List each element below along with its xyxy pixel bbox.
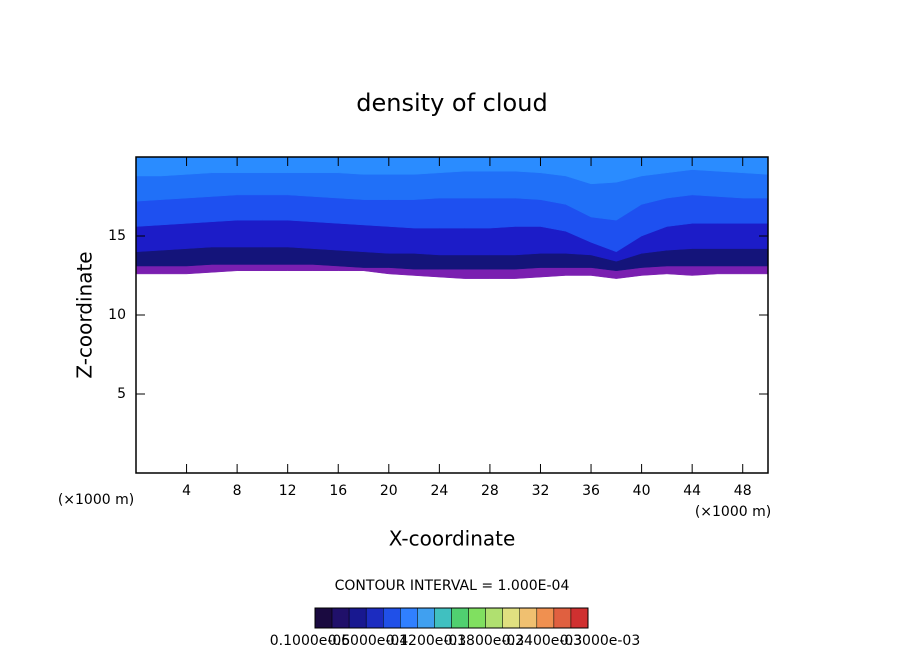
colorbar-swatch: [417, 607, 435, 629]
x-tick-label: 24: [430, 483, 448, 499]
x-tick-label: 12: [279, 483, 297, 499]
colorbar-swatch: [434, 607, 452, 629]
x-tick-label: 28: [481, 483, 499, 499]
colorbar-label: 0.6000e-04: [328, 633, 409, 649]
colorbar-label: 0.1200e-03: [386, 633, 466, 649]
colorbar-swatch: [468, 607, 486, 629]
x-tick-label: 40: [633, 483, 651, 499]
x-unit-right: (×1000 m): [695, 504, 771, 520]
x-tick-label: 32: [532, 483, 550, 499]
annotation: CONTOUR INTERVAL = 1.000E-04: [335, 578, 570, 594]
x-unit-left: (×1000 m): [58, 492, 134, 508]
colorbar-swatch: [400, 607, 418, 629]
colorbar-swatch: [536, 607, 555, 629]
y-tick-label: 10: [108, 307, 126, 323]
colorbar-swatch: [519, 607, 538, 629]
x-tick-label: 20: [380, 483, 398, 499]
colorbar-label: 0.1000e-05: [270, 633, 350, 649]
chart-title: density of cloud: [356, 89, 547, 117]
x-tick-label: 4: [182, 483, 191, 499]
x-tick-label: 36: [582, 483, 600, 499]
colorbar-swatch: [331, 607, 350, 629]
colorbar-label: 0.1800e-03: [444, 633, 524, 649]
colorbar-label: 0.3000e-03: [560, 633, 640, 649]
x-tick-label: 48: [734, 483, 752, 499]
colorbar-swatch: [553, 607, 572, 629]
x-tick-label: 16: [329, 483, 347, 499]
colorbar-swatch: [485, 607, 503, 629]
y-tick-label: 15: [108, 228, 126, 244]
colorbar-swatch: [451, 607, 469, 629]
colorbar-label: 0.2400e-03: [502, 633, 582, 649]
y-tick-label: 5: [117, 386, 126, 402]
colorbar-swatch: [314, 607, 333, 629]
x-axis-label: X-coordinate: [389, 527, 516, 551]
x-tick-label: 8: [233, 483, 242, 499]
colorbar-frame: [314, 607, 589, 629]
colorbar-swatch: [383, 607, 401, 629]
colorbar-swatch: [502, 607, 520, 629]
y-axis-label: Z-coordinate: [73, 251, 97, 378]
colorbar-swatch: [365, 607, 384, 629]
colorbar-swatch: [348, 607, 367, 629]
x-tick-label: 44: [683, 483, 701, 499]
contour-band: [135, 156, 769, 185]
colorbar-swatch: [570, 607, 589, 629]
